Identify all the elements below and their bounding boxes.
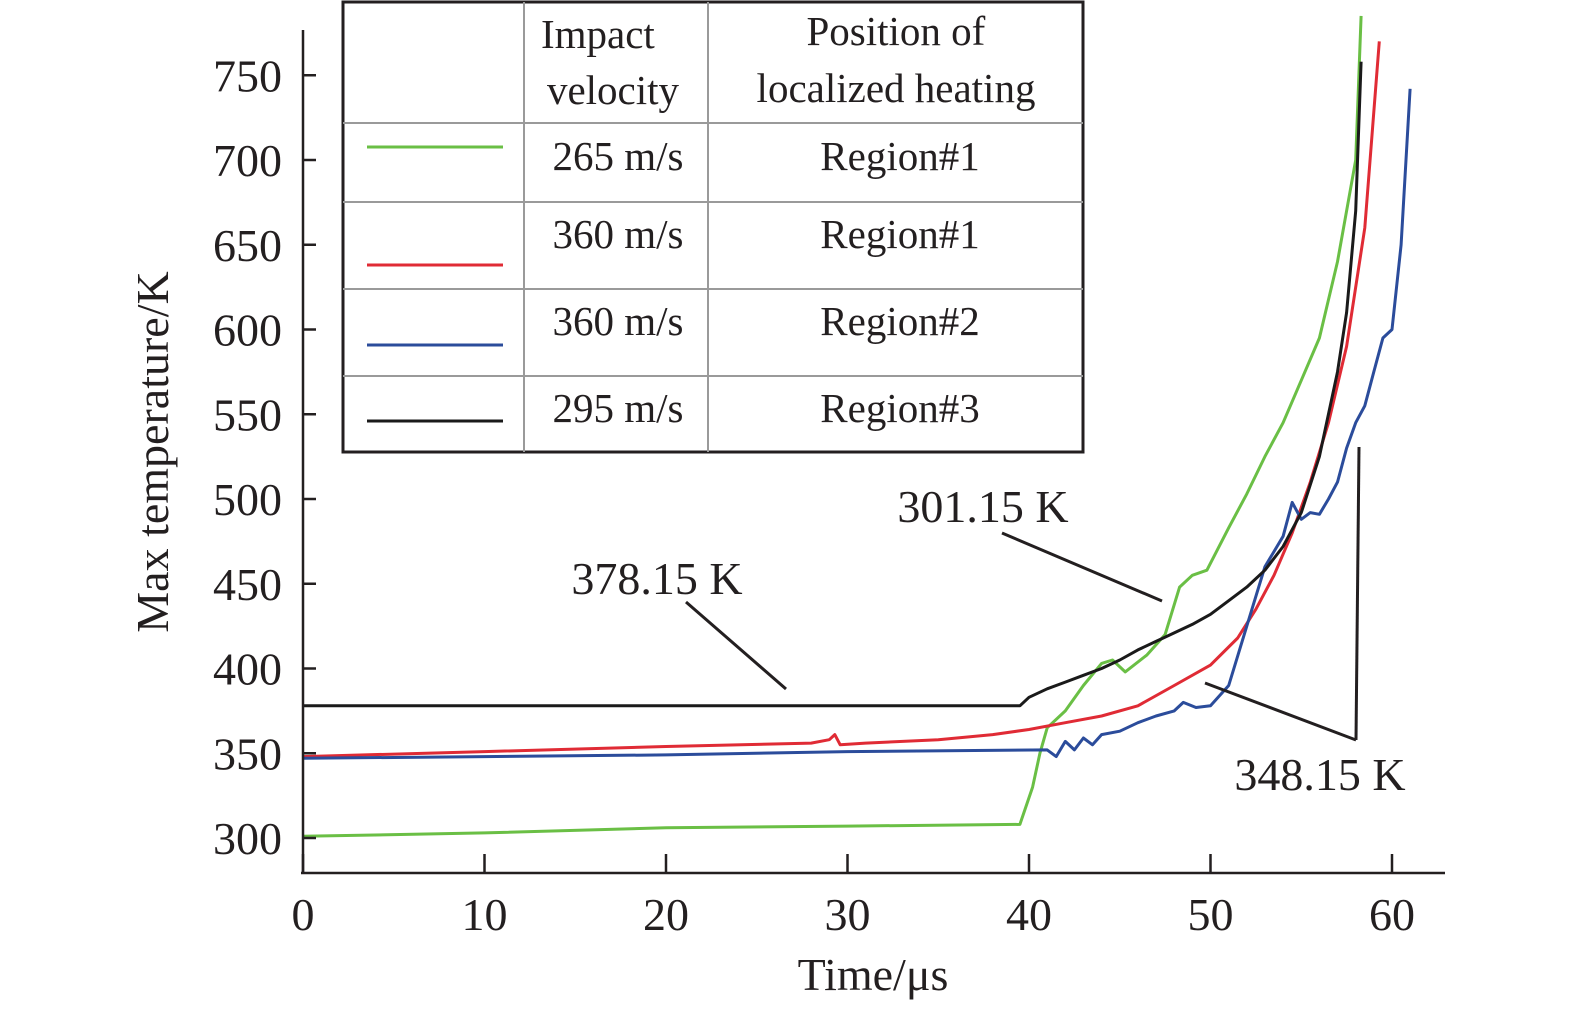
legend-velocity: 265 m/s xyxy=(553,133,684,179)
axes: 300 350 400 450 500 550 600 650 700 750 0 10 20 30 40… xyxy=(127,30,1445,1000)
y-tick-label: 350 xyxy=(213,728,282,779)
y-tick-label: 400 xyxy=(213,644,282,695)
annotation-378-leader xyxy=(685,600,787,691)
y-tick-label: 300 xyxy=(213,813,282,864)
annotation-301: 301.15 K xyxy=(897,481,1068,532)
legend-header-velocity-line: Impact xyxy=(541,11,655,57)
y-tick-label: 750 xyxy=(213,50,282,101)
legend-region: Region#1 xyxy=(820,133,979,179)
legend-velocity: 295 m/s xyxy=(553,385,684,431)
legend-header-position: Position of localized heating xyxy=(757,8,1036,111)
y-tick-label: 600 xyxy=(213,305,282,356)
x-axis-title: Time/μs xyxy=(798,949,949,1000)
x-tick-label: 60 xyxy=(1369,889,1415,940)
series-line-360-region2 xyxy=(302,88,1412,760)
legend-header-velocity-line: velocity xyxy=(547,67,680,113)
annotation-378: 378.15 K xyxy=(571,553,742,604)
y-axis-title: Max temperature/K xyxy=(127,271,178,632)
y-tick-label: 700 xyxy=(213,135,282,186)
legend-region: Region#3 xyxy=(820,385,979,431)
x-tick-label: 10 xyxy=(462,889,508,940)
legend-header-position-line: localized heating xyxy=(757,65,1036,111)
legend-region: Region#2 xyxy=(820,298,979,344)
annotation-301-leader xyxy=(1001,531,1163,603)
x-tick-label: 20 xyxy=(643,889,689,940)
plot-series xyxy=(302,15,1412,838)
series-line-295-region3 xyxy=(303,61,1363,708)
legend-header-position-line: Position of xyxy=(806,8,985,54)
y-tick-label: 550 xyxy=(213,389,282,440)
legend-velocity: 360 m/s xyxy=(553,211,684,257)
legend-velocity: 360 m/s xyxy=(553,298,684,344)
legend-header-velocity: Impact velocity xyxy=(541,11,680,113)
x-tick-label: 0 xyxy=(292,889,315,940)
x-ticks: 0 10 20 30 40 50 60 xyxy=(292,854,1415,940)
x-tick-label: 40 xyxy=(1006,889,1052,940)
x-tick-label: 50 xyxy=(1188,889,1234,940)
y-tick-label: 450 xyxy=(213,559,282,610)
x-tick-label: 30 xyxy=(825,889,871,940)
annotations: 378.15 K 301.15 K 348.15 K xyxy=(571,446,1406,800)
legend-table: Impact velocity Position of localized he… xyxy=(341,0,1085,454)
annotation-348-leader xyxy=(1354,446,1361,741)
legend-region: Region#1 xyxy=(820,211,979,257)
y-tick-label: 500 xyxy=(213,474,282,525)
annotation-348: 348.15 K xyxy=(1234,749,1405,800)
annotation-348-leader xyxy=(1204,681,1357,742)
y-ticks: 300 350 400 450 500 550 600 650 700 750 xyxy=(213,50,316,864)
y-tick-label: 650 xyxy=(213,220,282,271)
series-line-265-region1 xyxy=(302,15,1363,838)
